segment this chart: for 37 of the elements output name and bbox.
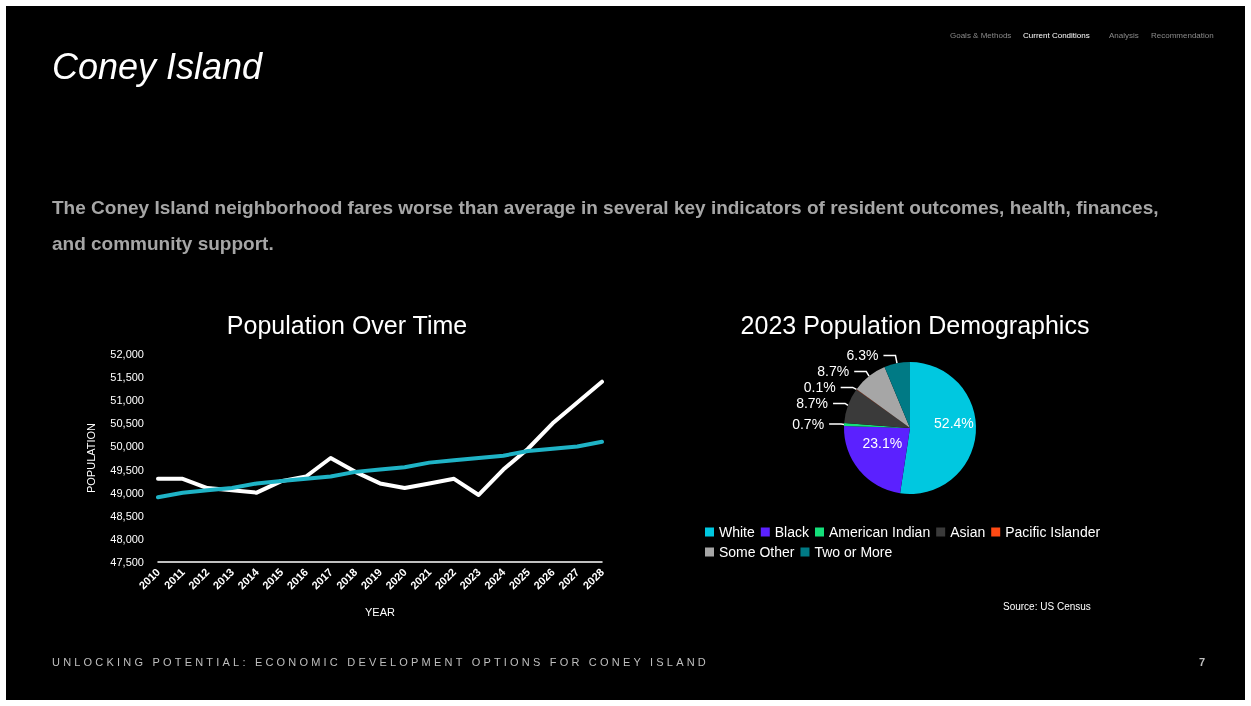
data-label: 8.7% <box>796 395 829 412</box>
y-tick-label: 49,500 <box>110 463 144 476</box>
data-label: 23.1% <box>862 435 903 452</box>
chart-title: 2023 Population Demographics <box>740 310 1090 339</box>
legend-label: Some Other <box>719 544 795 560</box>
legend-label: Two or More <box>814 544 893 560</box>
data-label: 6.3% <box>846 347 879 364</box>
legend-label: Pacific Islander <box>1005 524 1101 540</box>
legend-label: White <box>719 524 755 540</box>
legend-label: Black <box>774 524 811 540</box>
source-note: Source: US Census <box>1003 601 1091 612</box>
y-tick-label: 49,000 <box>110 486 144 499</box>
text: Recommendation <box>1151 31 1214 40</box>
data-label: 52.4% <box>934 414 974 431</box>
text: Coney Island <box>52 46 263 88</box>
legend-label: American Indian <box>829 524 931 540</box>
text: UNLOCKING POTENTIAL: ECONOMIC DEVELOPMENT OPTIONS FOR CONEY ISLAND <box>52 656 709 668</box>
y-tick-label: 51,500 <box>110 371 144 384</box>
text: Analysis <box>1109 31 1139 40</box>
data-label: 0.7% <box>792 416 825 433</box>
chart-title: Population Over Time <box>226 310 468 339</box>
data-label: 0.1% <box>803 379 836 396</box>
y-axis-title: POPULATION <box>84 422 97 494</box>
data-label: 8.7% <box>817 363 850 380</box>
y-tick-label: 52,000 <box>110 348 144 360</box>
y-tick-label: 48,000 <box>110 532 144 545</box>
text: Goals & Methods <box>950 31 1012 40</box>
y-tick-label: 50,500 <box>110 417 144 430</box>
y-tick-label: 51,000 <box>110 394 144 407</box>
y-tick-label: 47,500 <box>110 556 144 568</box>
text: 7 <box>1199 656 1206 668</box>
y-tick-label: 50,000 <box>110 440 144 453</box>
text: The Coney Island neighborhood fares worse than average in several key indicators of resident outcomes, health, finances, and community support. <box>52 196 1160 256</box>
x-axis-title: YEAR <box>365 605 396 618</box>
legend-label: Asian <box>950 524 986 540</box>
text: Current Conditions <box>1023 31 1090 40</box>
y-tick-label: 48,500 <box>110 509 144 522</box>
